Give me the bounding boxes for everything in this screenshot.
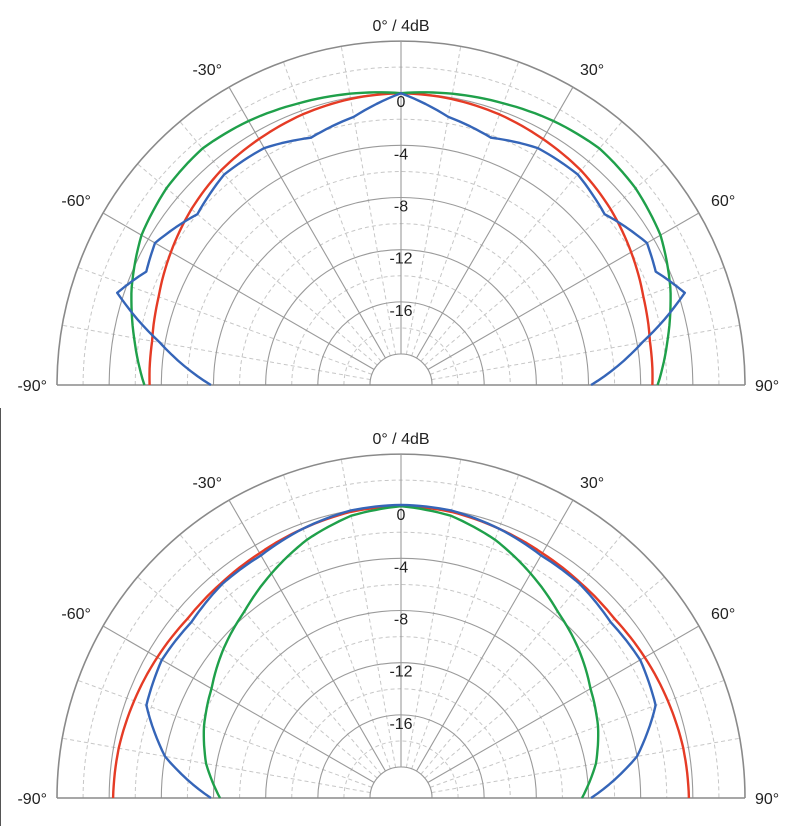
chart-bottom-radial-tick-label: -8 <box>394 612 408 629</box>
chart-bottom-angle-tick-label: -90° <box>17 791 47 808</box>
chart-top-radial-tick-label: -16 <box>389 303 412 320</box>
chart-bottom-angle-tick-label: 90° <box>755 791 779 808</box>
polar-chart-bottom: 0 -4 -8 -12 -16 0° / 4dB -90° -60° -30° 30° 60° 90° <box>0 413 796 826</box>
chart-top-angle-tick-label: 30° <box>580 62 604 79</box>
chart-bottom-radial-tick-label: -12 <box>389 664 412 681</box>
chart-bottom-radial-tick-label: -16 <box>389 716 412 733</box>
chart-bottom-radial-tick-label: -4 <box>394 559 408 576</box>
chart-bottom-spoke <box>427 625 700 783</box>
chart-bottom-spoke <box>102 625 375 783</box>
chart-top-spoke <box>427 212 700 370</box>
chart-bottom-series-2-line <box>145 503 657 799</box>
chart-bottom-spoke <box>228 499 386 772</box>
chart-top-title: 0° / 4dB <box>372 18 429 35</box>
chart-top-angle-tick-label: -30° <box>192 62 222 79</box>
chart-top-spoke <box>416 86 574 359</box>
chart-top-hub-arc <box>369 353 433 386</box>
chart-bottom-angle-tick-label: 60° <box>711 606 735 623</box>
chart-bottom-series-1-line <box>202 505 600 799</box>
chart-bottom-angle-tick-label: -30° <box>192 475 222 492</box>
chart-bottom-radial-tick-label: 0 <box>397 507 406 524</box>
chart-bottom-angle-tick-label: -60° <box>61 606 91 623</box>
chart-bottom-title: 0° / 4dB <box>372 431 429 448</box>
panel-divider <box>0 408 1 826</box>
chart-top-spoke <box>228 86 386 359</box>
chart-top-radial-tick-label: -12 <box>389 251 412 268</box>
polar-chart-top: 0 -4 -8 -12 -16 0° / 4dB -90° -60° -30° 30° 60° 90° <box>0 0 796 410</box>
chart-top-radial-tick-label: -4 <box>394 146 408 163</box>
chart-bottom-spoke <box>416 499 574 772</box>
chart-bottom-hub-arc <box>369 766 433 799</box>
chart-top-angle-tick-label: 90° <box>755 378 779 395</box>
chart-top-spoke <box>102 212 375 370</box>
polar-chart-bottom-svg: 0 -4 -8 -12 -16 0° / 4dB -90° -60° -30° 30° 60° 90° <box>17 431 779 808</box>
chart-top-radial-tick-label: -8 <box>394 199 408 216</box>
chart-top-angle-tick-label: -60° <box>61 193 91 210</box>
chart-top-angle-tick-label: -90° <box>17 378 47 395</box>
chart-top-series-2-line <box>116 92 686 387</box>
polar-chart-top-svg: 0 -4 -8 -12 -16 0° / 4dB -90° -60° -30° 30° 60° 90° <box>17 18 779 395</box>
chart-top-angle-tick-label: 60° <box>711 193 735 210</box>
chart-bottom-angle-tick-label: 30° <box>580 475 604 492</box>
chart-top-radial-tick-label: 0 <box>397 94 406 111</box>
